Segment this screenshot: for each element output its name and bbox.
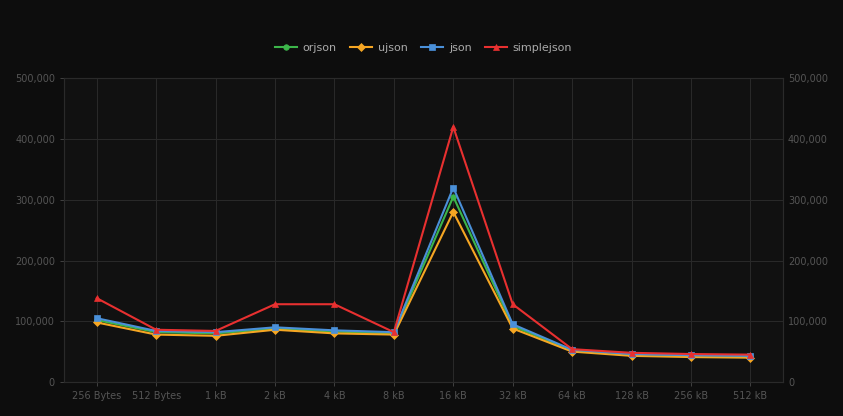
json xyxy=(330,328,340,333)
ujson xyxy=(626,353,636,358)
orjson xyxy=(389,331,399,336)
ujson xyxy=(686,354,696,359)
json xyxy=(686,353,696,358)
simplejson xyxy=(507,302,518,307)
ujson xyxy=(448,209,459,214)
Legend: orjson, ujson, json, simplejson: orjson, ujson, json, simplejson xyxy=(271,38,577,57)
orjson xyxy=(211,331,221,336)
ujson xyxy=(330,331,340,336)
simplejson xyxy=(211,329,221,334)
ujson xyxy=(389,332,399,337)
ujson xyxy=(151,332,161,337)
json xyxy=(270,325,280,330)
simplejson xyxy=(330,302,340,307)
ujson xyxy=(270,327,280,332)
orjson xyxy=(686,353,696,358)
orjson xyxy=(567,348,577,353)
json xyxy=(389,329,399,334)
simplejson xyxy=(567,347,577,352)
Line: simplejson: simplejson xyxy=(94,124,754,357)
Line: orjson: orjson xyxy=(94,194,754,359)
json xyxy=(626,352,636,357)
orjson xyxy=(151,329,161,334)
ujson xyxy=(507,326,518,331)
orjson xyxy=(330,329,340,334)
json xyxy=(745,353,755,358)
simplejson xyxy=(626,350,636,355)
json xyxy=(92,316,102,321)
orjson xyxy=(92,317,102,322)
simplejson xyxy=(389,329,399,334)
json xyxy=(567,347,577,352)
orjson xyxy=(745,353,755,358)
json xyxy=(507,322,518,327)
ujson xyxy=(745,355,755,360)
orjson xyxy=(270,326,280,331)
simplejson xyxy=(448,124,459,129)
simplejson xyxy=(92,296,102,301)
ujson xyxy=(567,349,577,354)
orjson xyxy=(448,194,459,199)
json xyxy=(151,329,161,334)
ujson xyxy=(211,333,221,338)
orjson xyxy=(626,352,636,357)
Line: ujson: ujson xyxy=(94,209,754,360)
json xyxy=(211,329,221,334)
simplejson xyxy=(270,302,280,307)
json xyxy=(448,185,459,190)
Line: json: json xyxy=(94,185,754,359)
ujson xyxy=(92,320,102,325)
orjson xyxy=(507,324,518,329)
simplejson xyxy=(151,327,161,332)
simplejson xyxy=(686,352,696,357)
simplejson xyxy=(745,352,755,357)
